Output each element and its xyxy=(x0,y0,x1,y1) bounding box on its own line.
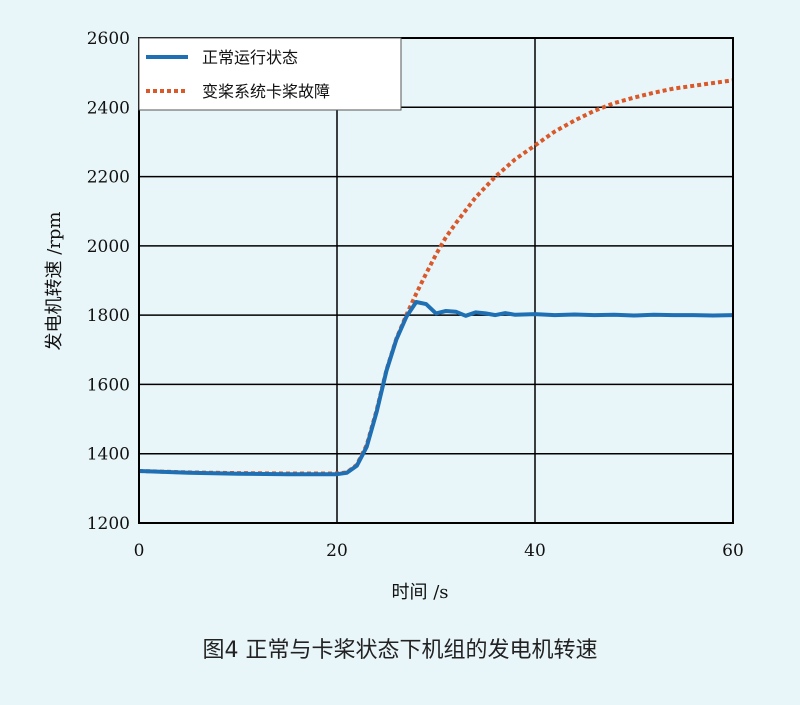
y-tick-label: 2200 xyxy=(87,168,130,188)
y-tick-label: 1400 xyxy=(87,445,130,465)
series-line-fault xyxy=(138,78,734,476)
y-tick-label: 2000 xyxy=(87,237,130,257)
x-tick-label: 0 xyxy=(134,541,145,561)
series-lines xyxy=(138,78,734,477)
x-tick-label: 60 xyxy=(722,541,744,561)
y-tick-labels: 1200 1400 1600 1800 2000 2200 2400 2600 xyxy=(87,29,130,534)
figure-caption: 图4 正常与卡桨状态下机组的发电机转速 xyxy=(202,638,598,663)
chart-area: 0 20 40 60 1200 1400 1600 1800 2000 2200 2400 2600… xyxy=(44,29,744,603)
series-line-normal xyxy=(138,300,734,477)
plot-border xyxy=(138,37,734,524)
y-tick-label: 2600 xyxy=(87,29,130,49)
x-tick-labels: 0 20 40 60 xyxy=(134,541,744,561)
y-tick-label: 1200 xyxy=(87,514,130,534)
y-tick-label: 1800 xyxy=(87,306,130,326)
grid-lines xyxy=(138,37,734,524)
y-tick-label: 1600 xyxy=(87,375,130,395)
y-tick-label: 2400 xyxy=(87,98,130,118)
legend: 正常运行状态 变桨系统卡桨故障 xyxy=(138,37,402,111)
x-tick-label: 40 xyxy=(524,541,546,561)
line-chart: 0 20 40 60 1200 1400 1600 1800 2000 2200 2400 2600… xyxy=(44,29,744,603)
x-tick-label: 20 xyxy=(326,541,348,561)
x-axis-label: 时间 /s xyxy=(391,582,448,603)
legend-box xyxy=(138,37,402,111)
legend-label-normal: 正常运行状态 xyxy=(202,48,298,67)
legend-label-fault: 变桨系统卡桨故障 xyxy=(202,82,330,101)
y-axis-label: 发电机转速 /rpm xyxy=(44,212,65,351)
